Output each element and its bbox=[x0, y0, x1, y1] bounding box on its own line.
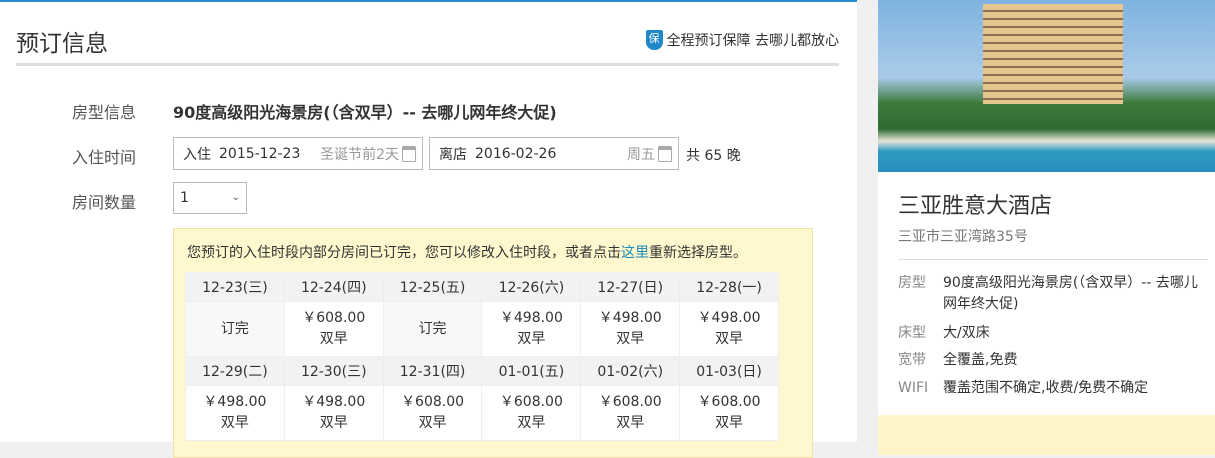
notice-text-after: 重新选择房型。 bbox=[649, 245, 747, 261]
date-row: 12-29(二) 12-30(三) 12-31(四) 01-01(五) 01-02(六)… bbox=[185, 356, 779, 386]
calendar-icon[interactable] bbox=[402, 145, 416, 162]
hotel-address: 三亚市三亚湾路35号 bbox=[898, 229, 1028, 245]
price: ￥498.00 bbox=[697, 310, 761, 326]
detail-room-type: 房型 90度高级阳光海景房(（含双早）-- 去哪儿网年终大促) bbox=[898, 273, 1198, 315]
quantity-label: 房间数量 bbox=[72, 193, 137, 212]
date-cell: 12-30(三) bbox=[283, 356, 384, 386]
date-row: 12-23(三) 12-24(四) 12-25(五) 12-26(六) 12-27(日)… bbox=[185, 272, 779, 302]
price-cell: ￥608.00 双早 bbox=[580, 385, 681, 441]
price: ￥608.00 bbox=[401, 394, 465, 410]
detail-value: 90度高级阳光海景房(（含双早）-- 去哪儿网年终大促) bbox=[943, 275, 1198, 312]
price-cell: ￥608.00 双早 bbox=[679, 385, 779, 441]
room-quantity-select[interactable]: 1 ⌄ bbox=[173, 182, 247, 214]
guarantee-text: 全程预订保障 去哪儿都放心 bbox=[666, 33, 839, 49]
price: ￥498.00 bbox=[302, 394, 366, 410]
price: ￥608.00 bbox=[697, 394, 761, 410]
hotel-photo bbox=[878, 0, 1215, 172]
meal-plan: 双早 bbox=[616, 331, 645, 347]
price: ￥498.00 bbox=[598, 310, 662, 326]
hotel-name: 三亚胜意大酒店 bbox=[898, 194, 1053, 219]
date-cell: 01-01(五) bbox=[481, 356, 582, 386]
detail-key: WIFI bbox=[898, 380, 929, 396]
notice-text: 您预订的入住时段内部分房间已订完，您可以修改入住时段，或者点击这里重新选择房型。 bbox=[187, 242, 747, 262]
price: ￥498.00 bbox=[499, 310, 563, 326]
checkin-date: 2015-12-23 bbox=[219, 145, 301, 162]
booking-panel: 预订信息 保 全程预订保障 去哪儿都放心 房型信息 90度高级阳光海景房(（含双… bbox=[0, 0, 857, 458]
price: ￥498.00 bbox=[203, 394, 267, 410]
detail-value: 大/双床 bbox=[943, 325, 990, 341]
meal-plan: 双早 bbox=[418, 415, 447, 431]
page-title: 预订信息 bbox=[16, 31, 108, 57]
price-cell: ￥608.00 双早 bbox=[382, 385, 483, 441]
price-cell: ￥608.00 双早 bbox=[283, 301, 384, 357]
date-cell: 12-23(三) bbox=[185, 272, 285, 302]
price-cell: ￥498.00 双早 bbox=[580, 301, 681, 357]
date-cell: 12-28(一) bbox=[679, 272, 779, 302]
price: ￥608.00 bbox=[598, 394, 662, 410]
hotel-summary: 三亚胜意大酒店 三亚市三亚湾路35号 房型 90度高级阳光海景房(（含双早）-- … bbox=[878, 0, 1215, 455]
date-cell: 12-27(日) bbox=[580, 272, 681, 302]
price-cell: ￥498.00 双早 bbox=[679, 301, 779, 357]
date-cell: 12-29(二) bbox=[185, 356, 285, 386]
sold-out-cell: 订完 bbox=[382, 301, 483, 357]
meal-plan: 双早 bbox=[319, 415, 348, 431]
date-cell: 01-02(六) bbox=[580, 356, 681, 386]
price-cell: ￥498.00 双早 bbox=[283, 385, 384, 441]
divider bbox=[16, 63, 839, 66]
checkout-date-field[interactable]: 离店 2016-02-26 周五 bbox=[429, 137, 679, 170]
price-cell: ￥498.00 双早 bbox=[185, 385, 285, 441]
meal-plan: 双早 bbox=[616, 415, 645, 431]
guarantee-badge: 保 全程预订保障 去哪儿都放心 bbox=[645, 30, 839, 50]
meal-plan: 双早 bbox=[715, 415, 744, 431]
notice-text-before: 您预订的入住时段内部分房间已订完，您可以修改入住时段，或者点击 bbox=[187, 245, 621, 261]
meal-plan: 双早 bbox=[319, 331, 348, 347]
price-row: 订完 ￥608.00 双早 订完 ￥498.00 双早 ￥498.00 双早 ￥498.00 双早 bbox=[185, 301, 779, 357]
date-cell: 12-26(六) bbox=[481, 272, 582, 302]
price-calendar: 12-23(三) 12-24(四) 12-25(五) 12-26(六) 12-27(日)… bbox=[185, 272, 779, 441]
detail-value: 全覆盖,免费 bbox=[943, 352, 1018, 368]
price-cell: ￥498.00 双早 bbox=[481, 301, 582, 357]
checkin-hint: 圣诞节前2天 bbox=[320, 146, 399, 163]
date-cell: 01-03(日) bbox=[679, 356, 779, 386]
checkout-date: 2016-02-26 bbox=[475, 145, 557, 162]
detail-bed-type: 床型 大/双床 bbox=[898, 323, 1198, 344]
room-label: 房型信息 bbox=[72, 103, 137, 122]
price: ￥608.00 bbox=[302, 310, 366, 326]
nights-count: 共 65 晚 bbox=[686, 148, 741, 164]
quantity-value: 1 bbox=[180, 190, 189, 206]
payment-box bbox=[878, 415, 1215, 455]
detail-key: 房型 bbox=[898, 275, 926, 291]
reselect-room-link[interactable]: 这里 bbox=[621, 245, 649, 261]
date-cell: 12-31(四) bbox=[382, 356, 483, 386]
date-label: 入住时间 bbox=[72, 148, 137, 167]
checkin-date-field[interactable]: 入住 2015-12-23 圣诞节前2天 bbox=[173, 137, 423, 170]
date-cell: 12-24(四) bbox=[283, 272, 384, 302]
sold-out-cell: 订完 bbox=[185, 301, 285, 357]
calendar-icon[interactable] bbox=[658, 145, 672, 162]
divider bbox=[898, 259, 1208, 260]
chevron-down-icon: ⌄ bbox=[231, 192, 240, 203]
meal-plan: 双早 bbox=[517, 415, 546, 431]
detail-key: 床型 bbox=[898, 325, 926, 341]
price-row: ￥498.00 双早 ￥498.00 双早 ￥608.00 双早 ￥608.00 双早 ￥608… bbox=[185, 385, 779, 441]
date-cell: 12-25(五) bbox=[382, 272, 483, 302]
price: ￥608.00 bbox=[499, 394, 563, 410]
checkout-hint: 周五 bbox=[627, 146, 655, 163]
checkin-prefix: 入住 bbox=[183, 146, 211, 163]
meal-plan: 双早 bbox=[715, 331, 744, 347]
detail-wifi: WIFI 覆盖范围不确定,收费/免费不确定 bbox=[898, 378, 1198, 399]
availability-notice: 您预订的入住时段内部分房间已订完，您可以修改入住时段，或者点击这里重新选择房型。… bbox=[173, 228, 813, 458]
room-name: 90度高级阳光海景房(（含双早）-- 去哪儿网年终大促) bbox=[173, 103, 557, 122]
detail-broadband: 宽带 全覆盖,免费 bbox=[898, 350, 1198, 371]
price-cell: ￥608.00 双早 bbox=[481, 385, 582, 441]
shield-icon: 保 bbox=[645, 30, 663, 50]
detail-value: 覆盖范围不确定,收费/免费不确定 bbox=[943, 380, 1149, 396]
meal-plan: 双早 bbox=[220, 415, 249, 431]
checkout-prefix: 离店 bbox=[439, 146, 467, 163]
meal-plan: 双早 bbox=[517, 331, 546, 347]
detail-key: 宽带 bbox=[898, 352, 926, 368]
